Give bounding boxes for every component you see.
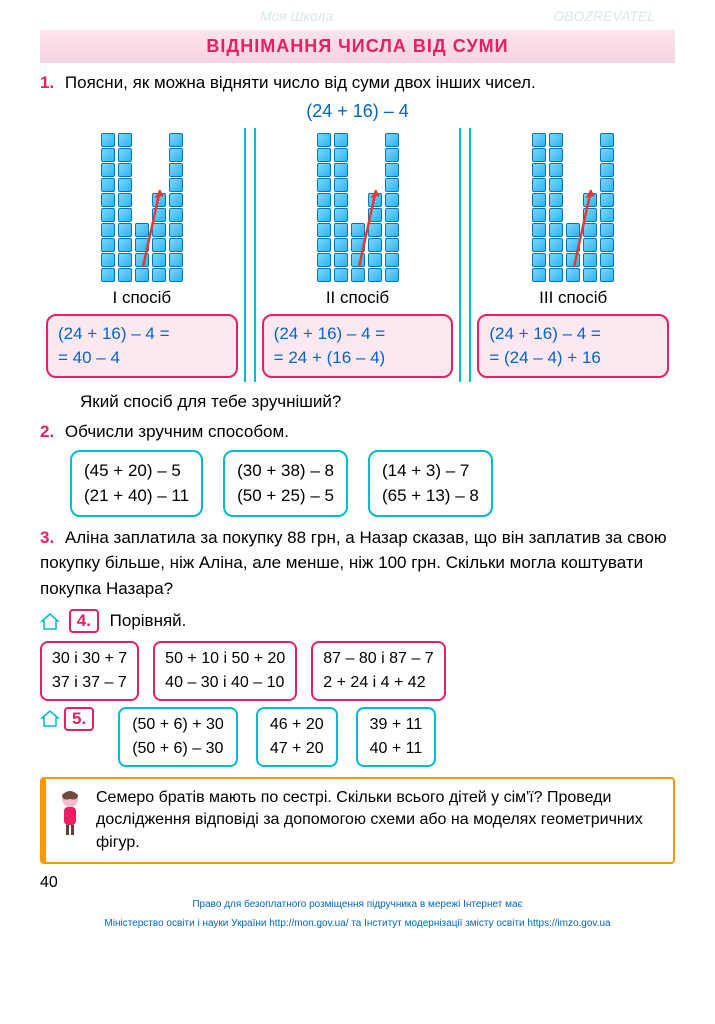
method-panel: II спосіб (24 + 16) – 4 == 24 + (16 – 4): [254, 128, 462, 382]
method-label: III спосіб: [539, 288, 607, 308]
task-text: Аліна заплатила за покупку 88 грн, а Наз…: [40, 528, 667, 598]
method-panel: I спосіб (24 + 16) – 4 == 40 – 4: [40, 128, 246, 382]
riddle-text: Семеро братів мають по сестрі. Скільки в…: [96, 789, 643, 851]
page-number: 40: [40, 874, 675, 892]
watermark: Моя Школа: [260, 8, 333, 24]
top-expression: (24 + 16) – 4: [40, 101, 675, 122]
compare-box: 87 – 80 і 87 – 72 + 24 і 4 + 42: [311, 641, 445, 701]
task-num: 5.: [64, 707, 94, 731]
formula-box: (24 + 16) – 4 == 24 + (16 – 4): [262, 314, 454, 378]
riddle-box: Семеро братів мають по сестрі. Скільки в…: [40, 777, 675, 864]
task-num: 3.: [40, 528, 54, 547]
compare-box: 50 + 10 і 50 + 2040 – 30 і 40 – 10: [153, 641, 297, 701]
formula-box: (24 + 16) – 4 == 40 – 4: [46, 314, 238, 378]
calc-box: 39 + 1140 + 11: [356, 707, 437, 767]
cubes-diagram: [317, 132, 399, 282]
method-label: II спосіб: [326, 288, 389, 308]
task-num: 2.: [40, 422, 54, 441]
task-text: Поясни, як можна відняти число від суми …: [65, 73, 536, 92]
task-num: 1.: [40, 73, 54, 92]
method-label: I спосіб: [113, 288, 172, 308]
watermark: OBOZREVATEL: [553, 8, 655, 24]
calc-box: (50 + 6) + 30(50 + 6) – 30: [118, 707, 238, 767]
methods-panels: I спосіб(24 + 16) – 4 == 40 – 4II спосіб…: [40, 128, 675, 382]
home-icon: [40, 710, 60, 728]
section-title: ВІДНІМАННЯ ЧИСЛА ВІД СУМИ: [40, 30, 675, 63]
task-text: Порівняй.: [110, 611, 187, 630]
calc-box: (14 + 3) – 7(65 + 13) – 8: [368, 450, 493, 517]
calc-box: 46 + 2047 + 20: [256, 707, 338, 767]
task-num: 4.: [69, 609, 99, 633]
calc-box: (30 + 38) – 8(50 + 25) – 5: [223, 450, 348, 517]
compare-box: 30 і 30 + 737 і 37 – 7: [40, 641, 139, 701]
home-icon: [40, 613, 60, 631]
task-2: 2. Обчисли зручним способом.: [40, 422, 675, 442]
footer-line-2: Міністерство освіти і науки України http…: [40, 917, 675, 930]
calc-boxes: (45 + 20) – 5(21 + 40) – 11 (30 + 38) – 8…: [70, 450, 675, 517]
task-1: 1. Поясни, як можна відняти число від су…: [40, 73, 675, 93]
character-icon: [52, 787, 88, 837]
followup-question: Який спосіб для тебе зручніший?: [80, 392, 675, 412]
calc-box: (45 + 20) – 5(21 + 40) – 11: [70, 450, 203, 517]
formula-box: (24 + 16) – 4 == (24 – 4) + 16: [477, 314, 669, 378]
task-5: 5. (50 + 6) + 30(50 + 6) – 30 46 + 2047 +…: [40, 707, 675, 767]
task-3: 3. Аліна заплатила за покупку 88 грн, а …: [40, 525, 675, 602]
method-panel: III спосіб (24 + 16) – 4 == (24 – 4) + 16: [469, 128, 675, 382]
task-4: 4. Порівняй.: [40, 609, 675, 633]
task-text: Обчисли зручним способом.: [65, 422, 289, 441]
compare-boxes: 30 і 30 + 737 і 37 – 750 + 10 і 50 + 204…: [40, 641, 675, 701]
footer-line-1: Право для безоплатного розміщення підруч…: [40, 898, 675, 911]
cubes-diagram: [101, 132, 183, 282]
cubes-diagram: [532, 132, 614, 282]
